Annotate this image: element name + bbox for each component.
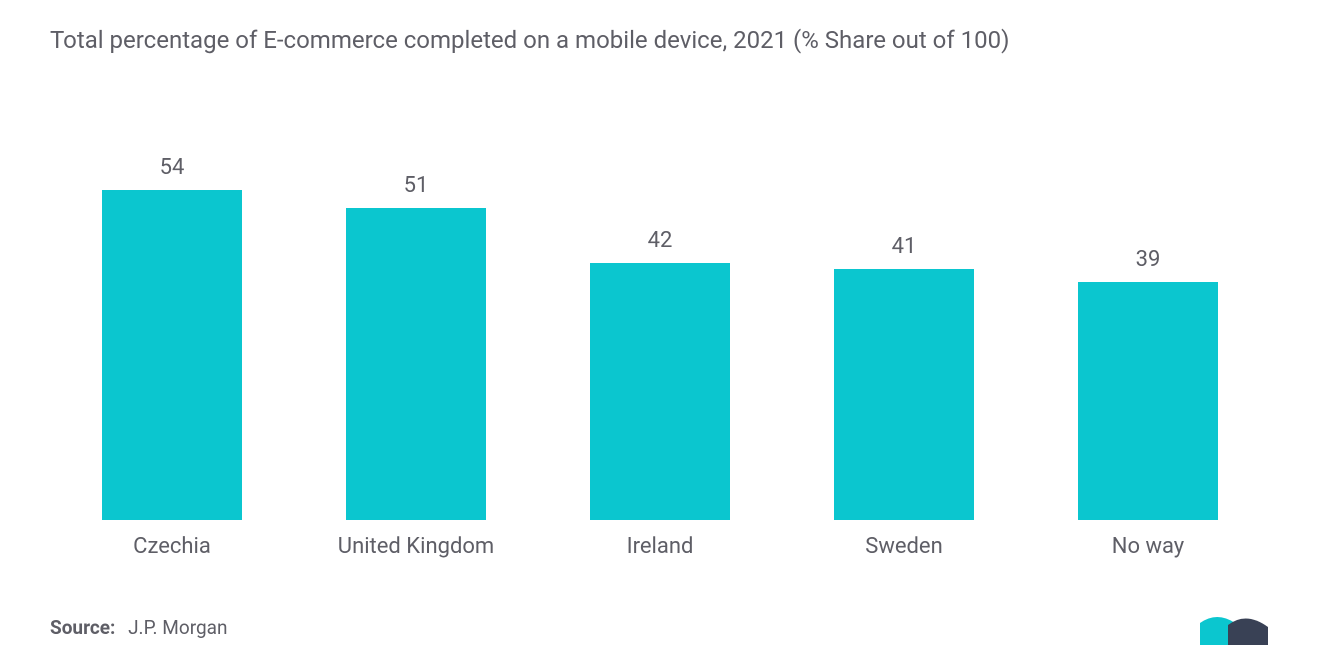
bar-value-label: 42	[648, 228, 673, 253]
x-axis-label: Sweden	[782, 534, 1026, 559]
source-value: J.P. Morgan	[128, 616, 227, 639]
bar-group: 54	[50, 106, 294, 520]
logo-wave-right	[1228, 618, 1268, 645]
bar-group: 51	[294, 106, 538, 520]
chart-container: Total percentage of E-commerce completed…	[0, 0, 1320, 665]
x-axis-label: United Kingdom	[294, 534, 538, 559]
bar-group: 39	[1026, 106, 1270, 520]
x-axis-label: No way	[1026, 534, 1270, 559]
bar-value-label: 41	[892, 234, 917, 259]
x-axis-label: Czechia	[50, 534, 294, 559]
bar-rect	[590, 263, 730, 520]
brand-logo	[1200, 609, 1270, 645]
chart-footer: Source: J.P. Morgan	[50, 599, 1270, 645]
bar-value-label: 51	[404, 173, 429, 198]
x-axis-label: Ireland	[538, 534, 782, 559]
source-label: Source:	[50, 616, 115, 639]
chart-title: Total percentage of E-commerce completed…	[50, 24, 1270, 56]
bar-rect	[834, 269, 974, 520]
bar-group: 41	[782, 106, 1026, 520]
source-citation: Source: J.P. Morgan	[50, 616, 227, 639]
bar-rect	[102, 190, 242, 520]
bar-rect	[1078, 282, 1218, 520]
bar-group: 42	[538, 106, 782, 520]
bar-value-label: 39	[1136, 247, 1161, 272]
x-axis-labels: CzechiaUnited KingdomIrelandSwedenNo way	[50, 520, 1270, 599]
chart-plot-area: 54 51 42 41 39	[50, 66, 1270, 520]
bar-value-label: 54	[160, 155, 185, 180]
bar-rect	[346, 208, 486, 520]
